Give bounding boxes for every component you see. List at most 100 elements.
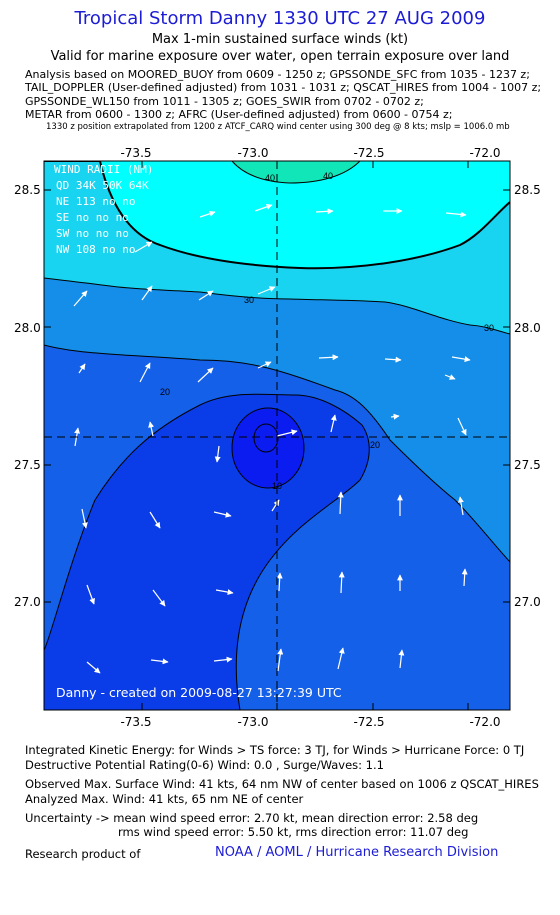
contour-label-20a: 20 [160,387,170,397]
y-tick-right-3: 27.5 [514,458,541,472]
y-tick-left-3: 27.5 [14,458,41,472]
analyzed-max-line: Analyzed Max. Wind: 41 kts, 65 nm NE of … [25,792,304,806]
wind-arrow [330,414,337,433]
y-tick-right-4: 27.0 [514,595,541,609]
contour-30 [44,277,510,335]
wind-arrow [86,584,95,605]
contour-40 [44,161,510,270]
contour-20 [44,344,510,563]
wind-arrow [338,571,345,594]
wind-arrow [257,361,272,369]
wind-arrow [271,499,280,512]
map-credit: Danny - created on 2009-08-27 13:27:39 U… [56,685,342,700]
wind-arrow [73,290,88,307]
wind-arrow [141,285,153,301]
region-gt40 [232,161,360,183]
ike-line: Integrated Kinetic Energy: for Winds > T… [25,743,525,757]
wind-arrow [150,658,169,665]
wind-radii-title: WIND RADII (NM) [54,163,153,176]
wind-arrow [457,417,467,436]
dpr-line: Destructive Potential Rating(0-6) Wind: … [25,758,384,772]
wind-arrow [337,647,345,670]
analysis-line-3: GPSSONDE_WL150 from 1011 - 1305 z; GOES_… [25,95,424,108]
contour-label-30a: 30 [244,295,254,305]
contour-label-40a: 40 [265,173,275,183]
wind-field [44,161,510,710]
x-tick-top-4: -72.0 [469,146,500,160]
wind-radii-se: SE no no no [56,211,129,224]
wind-arrow [81,508,88,529]
analysis-line-4: METAR from 0600 - 1300 z; AFRC (User-def… [25,108,453,121]
y-tick-right-1: 28.5 [514,183,541,197]
axis-ticks [44,161,510,710]
wind-radii-sw: SW no no no [56,227,129,240]
wind-arrow [444,374,456,380]
wind-arrow [197,367,214,383]
wind-arrow [152,589,166,607]
x-tick-top-2: -73.0 [237,146,268,160]
uncertainty-line-1: Uncertainty -> mean wind speed error: 2.… [25,811,479,825]
wind-arrow [213,511,232,518]
wind-arrow [445,211,467,218]
wind-arrow [390,413,400,420]
analysis-line-2: TAIL_DOPPLER (User-defined adjusted) fro… [25,81,542,94]
subtitle-exposure: Valid for marine exposure over water, op… [50,49,510,64]
wind-arrow [257,286,276,295]
wind-arrow [134,241,153,253]
y-tick-left-4: 27.0 [14,595,41,609]
position-note: 1330 z position extrapolated from 1200 z… [46,122,510,132]
wind-arrow [315,208,334,215]
x-tick-bottom-1: -73.5 [120,715,151,729]
contour-label-30b: 30 [484,323,494,333]
wind-arrow [215,589,234,596]
contour-core [231,407,305,489]
contour-40-small [231,161,361,184]
contour-label-20b: 20 [370,440,380,450]
noaa-hrd-link[interactable]: NOAA / AOML / Hurricane Research Divisio… [215,845,499,860]
wind-arrow [214,445,221,463]
contour-10 [44,393,370,710]
wind-radii-nw: NW 108 no no [56,243,135,256]
wind-arrow [148,421,155,437]
wind-arrow [461,568,468,587]
wind-arrow [276,429,298,437]
wind-arrow [398,649,405,669]
wind-radii-header: QD 34K 50K 64K [56,179,149,192]
observed-max-line: Observed Max. Surface Wind: 41 kts, 64 n… [25,777,539,791]
y-tick-left-2: 28.0 [14,321,41,335]
y-tick-right-2: 28.0 [514,321,541,335]
wind-arrow [384,356,402,363]
wind-arrows [73,203,471,674]
wind-arrow [254,203,273,212]
analysis-line-1: Analysis based on MOORED_BUOY from 0609 … [25,68,530,81]
wind-radii-table: WIND RADII (NM) QD 34K 50K 64K NE 113 no… [54,163,153,256]
wind-arrow [337,491,344,515]
contour-label-40b: 40 [323,171,333,181]
x-tick-bottom-3: -72.5 [353,715,384,729]
wind-arrow [457,496,464,516]
wind-arrow [198,290,214,301]
x-tick-bottom-4: -72.0 [469,715,500,729]
x-tick-top-1: -73.5 [120,146,151,160]
subtitle-winds: Max 1-min sustained surface winds (kt) [151,32,409,47]
wind-arrow [86,661,101,674]
wind-arrow [277,648,284,672]
map-title: Tropical Storm Danny 1330 UTC 27 AUG 200… [74,8,486,29]
wind-radii-ne: NE 113 no no [56,195,135,208]
wind-arrow [149,511,161,529]
x-tick-bottom-2: -73.0 [237,715,268,729]
wind-arrow [318,354,339,361]
research-label: Research product of [25,847,141,861]
y-tick-left-1: 28.5 [14,183,41,197]
x-tick-top-3: -72.5 [353,146,384,160]
contour-core-inner [253,423,279,453]
region-core [232,408,304,488]
wind-arrow [199,210,216,218]
wind-arrow [213,656,233,663]
uncertainty-line-2: rms wind speed error: 5.50 kt, rms direc… [118,825,469,839]
wind-arrow [276,572,283,592]
wind-arrow [139,362,151,383]
wind-arrow [451,356,471,363]
wind-arrow [78,363,86,374]
